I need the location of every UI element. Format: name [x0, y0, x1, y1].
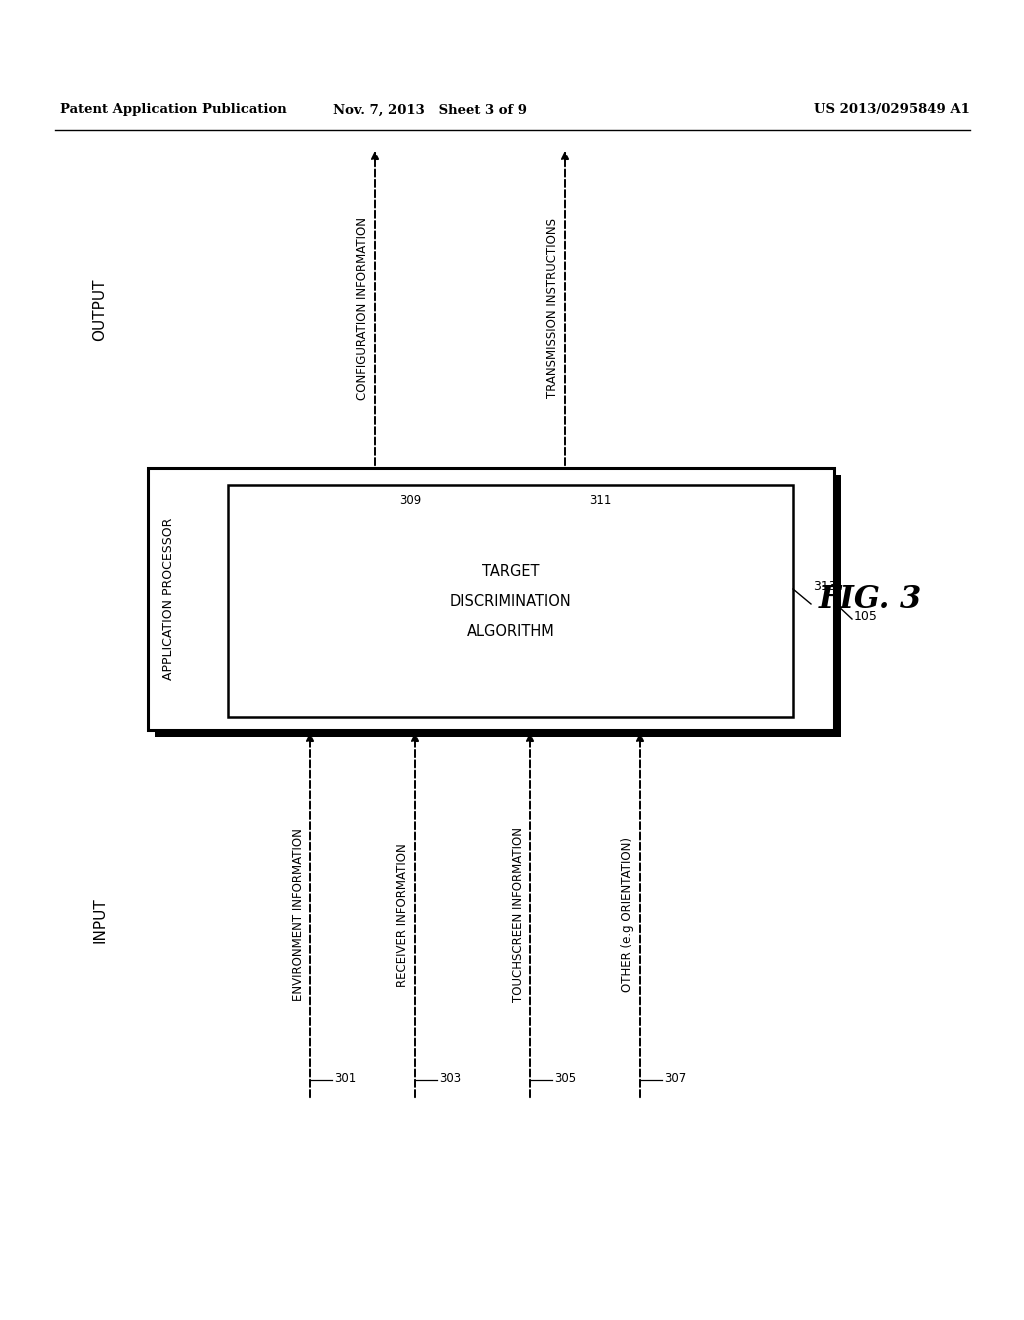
Text: OUTPUT: OUTPUT [92, 279, 108, 342]
Text: US 2013/0295849 A1: US 2013/0295849 A1 [814, 103, 970, 116]
Text: 303: 303 [439, 1072, 461, 1085]
Text: APPLICATION PROCESSOR: APPLICATION PROCESSOR [162, 517, 174, 680]
Text: OTHER (e.g ORIENTATION): OTHER (e.g ORIENTATION) [622, 837, 635, 993]
Text: 301: 301 [334, 1072, 356, 1085]
Text: FIG. 3: FIG. 3 [818, 585, 922, 615]
Text: ALGORITHM: ALGORITHM [467, 623, 554, 639]
Text: TOUCHSCREEN INFORMATION: TOUCHSCREEN INFORMATION [512, 828, 524, 1002]
Text: INPUT: INPUT [92, 898, 108, 942]
Text: ENVIRONMENT INFORMATION: ENVIRONMENT INFORMATION [292, 829, 304, 1002]
Text: 313: 313 [813, 581, 837, 594]
Text: CONFIGURATION INFORMATION: CONFIGURATION INFORMATION [356, 216, 370, 400]
Text: RECEIVER INFORMATION: RECEIVER INFORMATION [396, 843, 410, 987]
Text: 105: 105 [854, 610, 878, 623]
Text: 305: 305 [554, 1072, 577, 1085]
Text: 311: 311 [589, 495, 611, 507]
Text: Patent Application Publication: Patent Application Publication [60, 103, 287, 116]
Bar [155, 475, 841, 737]
Text: DISCRIMINATION: DISCRIMINATION [450, 594, 571, 609]
Text: TARGET: TARGET [481, 564, 540, 578]
Bar [148, 469, 834, 730]
Text: 309: 309 [399, 495, 421, 507]
Bar [228, 484, 793, 717]
Text: TRANSMISSION INSTRUCTIONS: TRANSMISSION INSTRUCTIONS [547, 218, 559, 399]
Text: 307: 307 [664, 1072, 686, 1085]
Text: Nov. 7, 2013   Sheet 3 of 9: Nov. 7, 2013 Sheet 3 of 9 [333, 103, 527, 116]
